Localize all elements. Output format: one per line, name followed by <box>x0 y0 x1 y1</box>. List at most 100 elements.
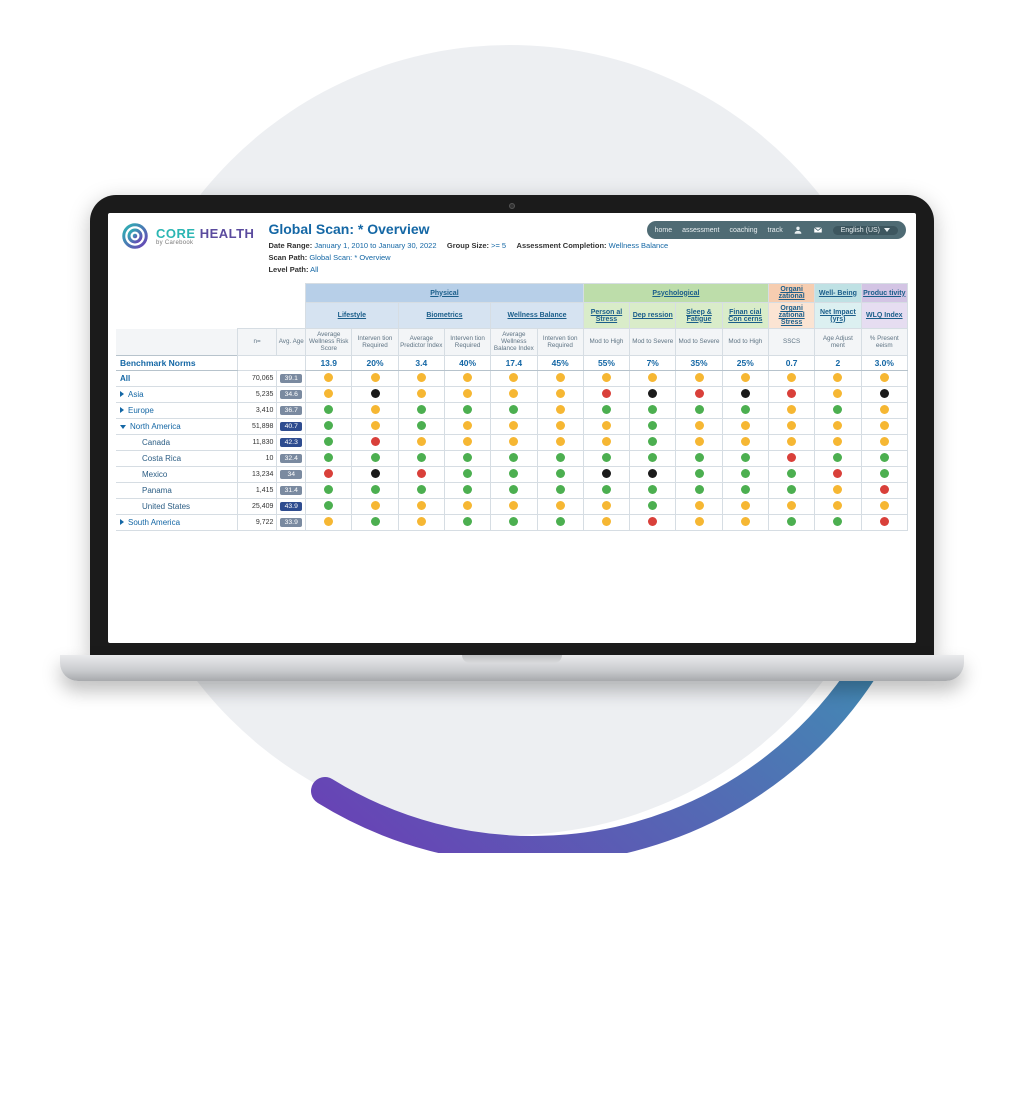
indicator-cell <box>537 418 583 434</box>
col-group-organizational[interactable]: Organi zational <box>768 284 814 303</box>
row-label[interactable]: North America <box>116 418 237 434</box>
status-dot-icon <box>695 517 704 526</box>
user-icon[interactable] <box>793 225 803 235</box>
col-wellness-balance[interactable]: Wellness Balance <box>491 303 584 329</box>
col-group-physical[interactable]: Physical <box>306 284 584 303</box>
indicator-cell <box>676 370 722 386</box>
table-row: United States25,40943.9 <box>116 498 908 514</box>
logo-mark-icon <box>120 221 150 251</box>
indicator-cell <box>722 466 768 482</box>
col-subheader: Mod to High <box>583 329 629 356</box>
status-dot-icon <box>833 469 842 478</box>
benchmark-value: 17.4 <box>491 355 537 370</box>
indicator-cell <box>630 370 676 386</box>
indicator-cell <box>306 466 352 482</box>
indicator-cell <box>306 498 352 514</box>
status-dot-icon <box>324 373 333 382</box>
indicator-cell <box>398 466 444 482</box>
status-dot-icon <box>463 437 472 446</box>
table-row: Mexico13,23434 <box>116 466 908 482</box>
benchmark-value: 3.0% <box>861 355 907 370</box>
indicator-cell <box>768 402 814 418</box>
col-subheader: Interven tion Required <box>537 329 583 356</box>
status-dot-icon <box>648 517 657 526</box>
indicator-cell <box>861 482 907 498</box>
col-depression[interactable]: Dep ression <box>630 303 676 329</box>
status-dot-icon <box>741 485 750 494</box>
status-dot-icon <box>648 373 657 382</box>
col-personal-stress[interactable]: Person al Stress <box>583 303 629 329</box>
status-dot-icon <box>602 469 611 478</box>
benchmark-value: 35% <box>676 355 722 370</box>
status-dot-icon <box>509 437 518 446</box>
status-dot-icon <box>463 485 472 494</box>
nav-home[interactable]: home <box>655 227 673 234</box>
col-financial-concerns[interactable]: Finan cial Con cerns <box>722 303 768 329</box>
nav-assessment[interactable]: assessment <box>682 227 719 234</box>
col-subheader: Average Predictor Index <box>398 329 444 356</box>
col-avg-age: Avg. Age <box>277 329 306 356</box>
benchmark-value: 55% <box>583 355 629 370</box>
avg-age-value: 42.3 <box>277 434 306 450</box>
row-label[interactable]: South America <box>116 514 237 530</box>
col-subheader: SSCS <box>768 329 814 356</box>
nav-coaching[interactable]: coaching <box>730 227 758 234</box>
col-biometrics[interactable]: Biometrics <box>398 303 491 329</box>
status-dot-icon <box>556 389 565 398</box>
status-dot-icon <box>602 421 611 430</box>
col-group-wellbeing[interactable]: Well- Being <box>815 284 861 303</box>
col-org-stress[interactable]: Organi zational Stress <box>768 303 814 329</box>
indicator-cell <box>861 402 907 418</box>
indicator-cell <box>630 514 676 530</box>
expand-icon[interactable] <box>120 407 124 413</box>
indicator-cell <box>537 386 583 402</box>
indicator-cell <box>444 514 490 530</box>
brand-logo[interactable]: CORE HEALTH by Carebook <box>120 221 254 251</box>
indicator-cell <box>583 386 629 402</box>
col-lifestyle[interactable]: Lifestyle <box>306 303 399 329</box>
nav-track[interactable]: track <box>768 227 783 234</box>
status-dot-icon <box>787 389 796 398</box>
status-dot-icon <box>463 517 472 526</box>
status-dot-icon <box>371 501 380 510</box>
col-group-psychological[interactable]: Psychological <box>583 284 768 303</box>
status-dot-icon <box>880 485 889 494</box>
indicator-cell <box>722 386 768 402</box>
status-dot-icon <box>741 453 750 462</box>
benchmark-value: 2 <box>815 355 861 370</box>
indicator-cell <box>491 450 537 466</box>
row-label: United States <box>116 498 237 514</box>
col-sleep-fatigue[interactable]: Sleep & Fatigue <box>676 303 722 329</box>
status-dot-icon <box>417 453 426 462</box>
status-dot-icon <box>741 517 750 526</box>
indicator-cell <box>815 418 861 434</box>
indicator-cell <box>491 402 537 418</box>
indicator-cell <box>768 370 814 386</box>
status-dot-icon <box>741 501 750 510</box>
expand-icon[interactable] <box>120 391 124 397</box>
language-selector[interactable]: English (US) <box>833 226 898 235</box>
status-dot-icon <box>602 453 611 462</box>
col-group-productivity[interactable]: Produc tivity <box>861 284 907 303</box>
app-root: home assessment coaching track English (… <box>108 213 916 643</box>
indicator-cell <box>630 498 676 514</box>
status-dot-icon <box>648 421 657 430</box>
indicator-cell <box>537 466 583 482</box>
collapse-icon[interactable] <box>120 425 126 429</box>
indicator-cell <box>491 514 537 530</box>
status-dot-icon <box>741 421 750 430</box>
row-label[interactable]: Asia <box>116 386 237 402</box>
indicator-cell <box>768 386 814 402</box>
indicator-cell <box>583 402 629 418</box>
laptop-frame: home assessment coaching track English (… <box>90 195 934 681</box>
status-dot-icon <box>741 405 750 414</box>
col-net-impact[interactable]: Net Impact (yrs) <box>815 303 861 329</box>
mail-icon[interactable] <box>813 225 823 235</box>
indicator-cell <box>537 402 583 418</box>
indicator-cell <box>861 418 907 434</box>
expand-icon[interactable] <box>120 519 124 525</box>
indicator-cell <box>676 498 722 514</box>
row-label[interactable]: Europe <box>116 402 237 418</box>
col-wlq-index[interactable]: WLQ Index <box>861 303 907 329</box>
indicator-cell <box>444 482 490 498</box>
